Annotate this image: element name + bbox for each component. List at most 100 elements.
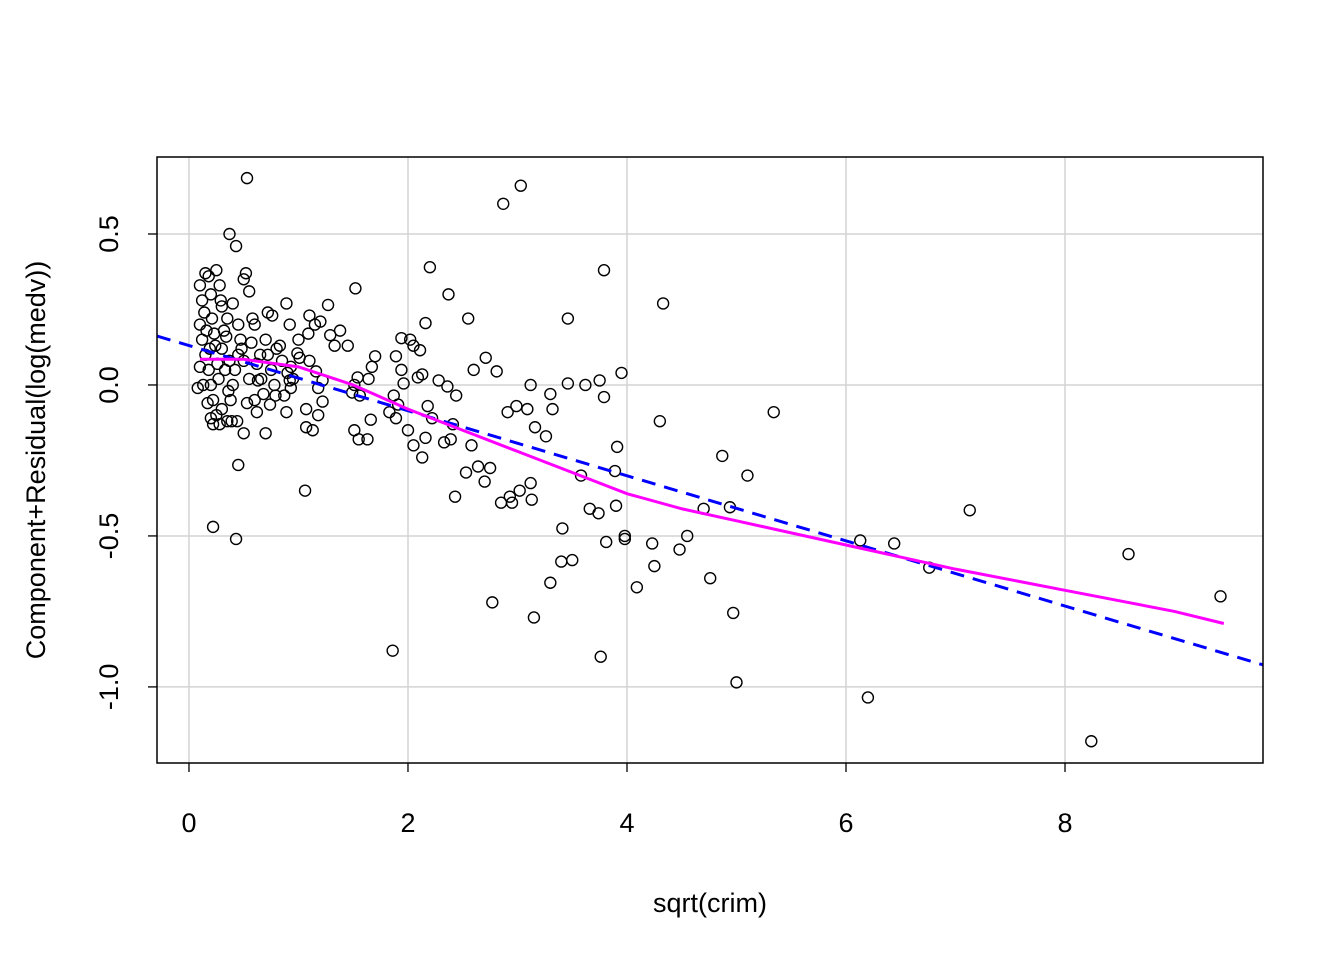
point [610,440,624,454]
point [263,398,277,411]
point [210,264,223,277]
point [351,371,364,384]
x-tick-label: 2 [400,808,415,838]
point [201,396,214,410]
point [275,354,289,368]
point [261,348,275,361]
point [653,415,667,428]
point [524,378,537,392]
point [316,395,329,408]
point [193,318,207,331]
point [237,273,250,286]
point [556,522,569,535]
point [525,493,538,506]
point [321,298,335,312]
point [195,294,209,307]
y-tick-label: -0.5 [94,513,124,560]
point [221,415,234,428]
point [574,469,588,482]
point [280,297,293,310]
point [425,411,439,425]
point [767,405,780,419]
point [681,529,694,543]
point [213,418,226,431]
point [583,502,596,515]
point [250,405,264,419]
point [257,387,270,401]
point [273,339,287,352]
point [630,581,644,594]
point [265,309,279,322]
x-tick-label: 4 [619,808,634,838]
point [223,354,236,368]
point [432,374,445,387]
point [328,339,341,352]
plot-lines [157,334,1263,667]
point [861,691,875,704]
point [555,555,568,568]
point [270,342,283,355]
point [365,360,379,374]
point [462,312,475,325]
point [704,572,717,585]
x-tick-label: 0 [181,808,196,838]
point [215,342,229,355]
point [561,377,575,390]
point [280,405,293,419]
point [597,390,611,404]
point [521,402,534,416]
point [1122,547,1135,561]
point [471,460,485,473]
point [505,496,519,509]
point [235,342,248,355]
point [544,576,557,589]
point [397,377,410,390]
point [255,372,268,386]
point [854,534,867,547]
point [419,316,432,330]
point [514,179,527,192]
point [618,532,632,546]
point [200,324,213,337]
point [283,318,296,331]
point [237,427,250,440]
point [212,372,225,386]
point [528,421,542,434]
point [204,378,218,392]
point [413,344,427,357]
point [311,408,325,422]
point [199,267,212,280]
y-tick-label: 0.5 [94,215,124,253]
fit-line [199,357,1225,625]
point [362,372,375,386]
point [546,402,559,416]
point [349,282,362,295]
point [459,466,473,479]
point [963,504,976,517]
point [298,484,312,497]
point [209,339,222,352]
y-tick-label: 0.0 [94,366,124,404]
point [198,306,211,319]
point [302,327,315,340]
point [232,458,245,472]
point [593,374,606,387]
point [597,264,611,277]
point [292,333,305,346]
point [293,351,306,364]
point [391,398,405,411]
point [741,469,754,482]
point [333,324,347,337]
point [214,294,227,307]
point [383,405,396,419]
point [248,393,261,407]
point [1214,590,1227,603]
point [239,267,253,280]
point [494,496,508,509]
point [501,405,514,419]
point [716,449,729,463]
point [389,350,403,363]
point [486,596,499,609]
